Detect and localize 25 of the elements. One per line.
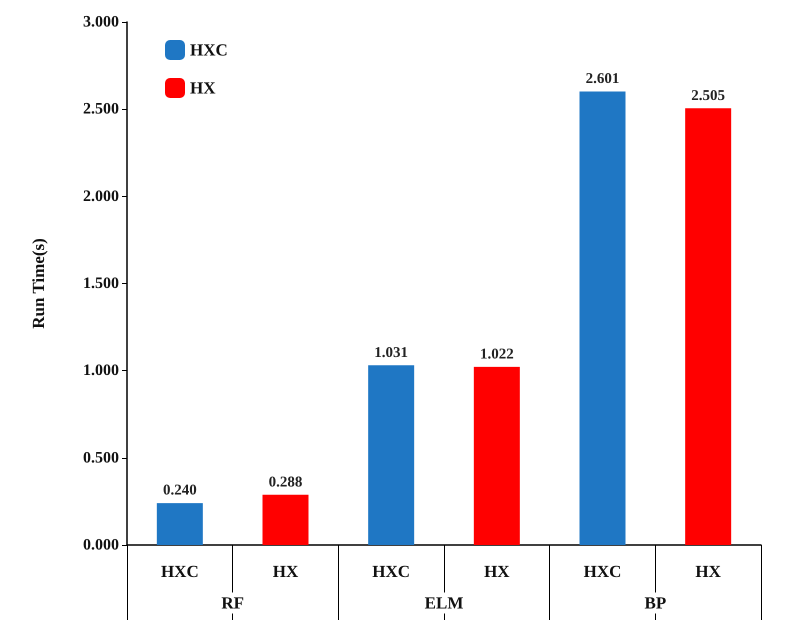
y-tick-label: 2.500 bbox=[83, 100, 119, 118]
y-tick-label: 0.500 bbox=[83, 449, 119, 466]
y-tick-label: 2.000 bbox=[83, 188, 119, 205]
y-tick-label: 0.000 bbox=[83, 536, 119, 554]
y-tick-label: 1.500 bbox=[83, 275, 119, 292]
x-tick-label: HXC bbox=[160, 562, 199, 581]
text: ELM bbox=[424, 594, 464, 612]
y-axis-title: Run Time(s) bbox=[29, 238, 48, 329]
data-label: 0.240 bbox=[162, 482, 197, 499]
x-tick-label: HXC bbox=[584, 562, 622, 581]
data-label: 2.601 bbox=[586, 71, 620, 88]
y-tick-label: 1.000 bbox=[83, 362, 119, 380]
data-label: 0.288 bbox=[268, 474, 302, 490]
data-label: 1.031 bbox=[374, 344, 408, 361]
x-tick-label: HX bbox=[484, 562, 510, 581]
x-tick-label: HX bbox=[695, 562, 722, 581]
text: BP bbox=[644, 594, 666, 612]
data-label: 2.505 bbox=[691, 88, 726, 104]
x-tick-label: HXC bbox=[372, 562, 410, 581]
y-tick-label: 3.000 bbox=[83, 14, 119, 30]
text: RF bbox=[221, 594, 244, 612]
legend-label: HX bbox=[190, 78, 216, 98]
data-label: 1.022 bbox=[480, 346, 514, 362]
legend-label: HXC bbox=[190, 40, 228, 60]
x-tick-label: HX bbox=[272, 562, 299, 581]
